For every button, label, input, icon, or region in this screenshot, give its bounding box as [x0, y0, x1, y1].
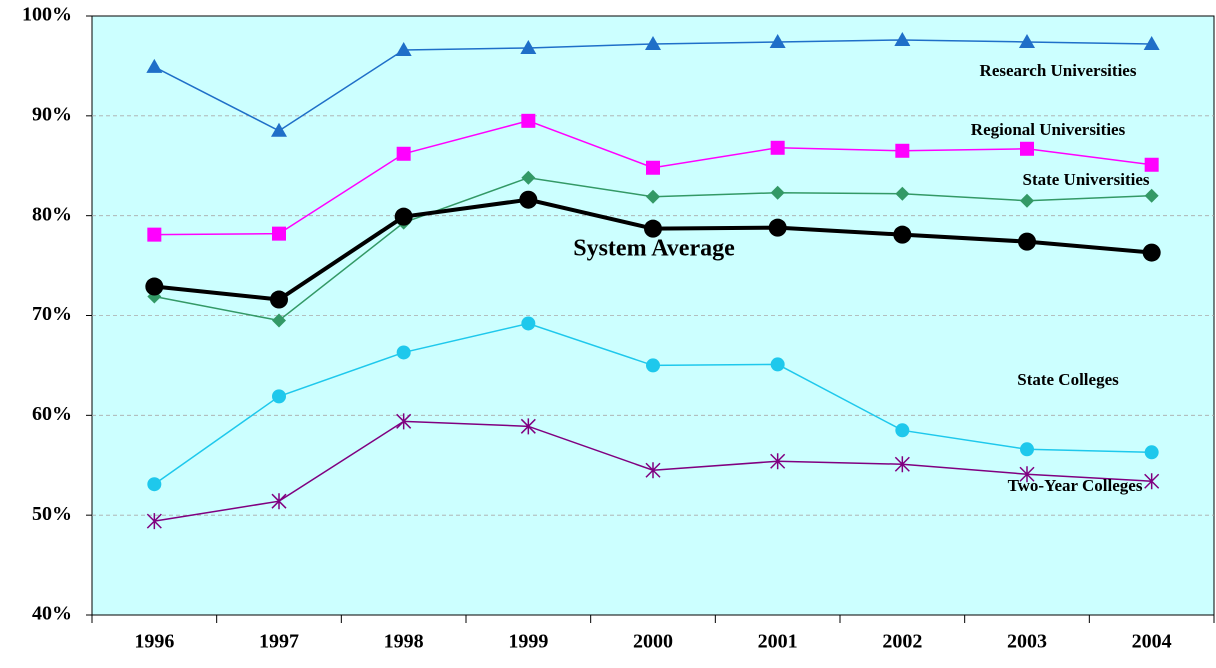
- marker: [146, 58, 163, 73]
- y-tick-label: 60%: [32, 403, 72, 425]
- marker: [646, 358, 660, 373]
- marker: [893, 225, 912, 244]
- series-label: State Universities: [1022, 170, 1149, 189]
- marker: [272, 389, 286, 404]
- marker: [147, 477, 162, 492]
- x-tick-label: 2001: [758, 631, 798, 653]
- marker: [521, 113, 536, 128]
- marker: [1144, 188, 1159, 203]
- marker: [645, 35, 661, 50]
- series-label: System Average: [573, 236, 735, 262]
- marker: [145, 277, 164, 296]
- marker: [272, 313, 286, 328]
- x-tick-label: 1998: [384, 631, 424, 653]
- x-tick-label: 2003: [1007, 631, 1047, 653]
- marker: [394, 207, 413, 226]
- marker: [1144, 445, 1159, 460]
- marker: [519, 190, 538, 209]
- y-tick-label: 90%: [32, 103, 72, 125]
- series-label: Research Universities: [980, 61, 1137, 80]
- series-label: Two-Year Colleges: [1008, 476, 1143, 495]
- marker: [521, 170, 536, 185]
- marker: [1020, 442, 1034, 457]
- marker: [1142, 243, 1161, 262]
- x-tick-label: 2000: [633, 631, 673, 653]
- marker: [894, 31, 911, 46]
- marker: [1143, 35, 1160, 50]
- marker: [396, 413, 412, 430]
- marker: [396, 146, 411, 161]
- marker: [894, 456, 910, 473]
- marker: [1019, 466, 1035, 483]
- marker: [395, 41, 412, 56]
- marker: [146, 513, 162, 530]
- marker: [770, 185, 785, 200]
- marker: [895, 143, 910, 158]
- marker: [645, 462, 661, 479]
- marker: [272, 226, 286, 241]
- marker: [1020, 141, 1034, 156]
- marker: [1144, 157, 1159, 172]
- marker: [521, 316, 536, 331]
- y-tick-label: 80%: [32, 203, 72, 225]
- x-tick-label: 2002: [882, 631, 922, 653]
- marker: [770, 453, 786, 470]
- y-tick-label: 40%: [32, 603, 72, 625]
- y-tick-label: 70%: [32, 303, 72, 325]
- marker: [520, 39, 537, 54]
- marker: [271, 493, 287, 510]
- marker: [147, 227, 162, 242]
- marker: [270, 290, 288, 309]
- marker: [396, 345, 411, 360]
- marker: [770, 357, 785, 372]
- marker: [1020, 193, 1034, 208]
- marker: [1019, 33, 1035, 48]
- marker: [520, 418, 536, 435]
- marker: [1144, 473, 1160, 490]
- series-label: State Colleges: [1017, 370, 1119, 389]
- marker: [1018, 232, 1036, 251]
- marker: [895, 186, 910, 201]
- marker: [768, 218, 787, 237]
- marker: [770, 140, 785, 155]
- marker: [769, 33, 786, 48]
- marker: [646, 160, 660, 175]
- marker: [271, 122, 287, 137]
- marker: [895, 423, 910, 438]
- x-tick-label: 1999: [508, 631, 548, 653]
- y-tick-label: 50%: [32, 503, 72, 525]
- x-tick-label: 1997: [259, 631, 299, 653]
- y-tick-label: 100%: [22, 4, 72, 26]
- x-tick-label: 1996: [134, 631, 174, 653]
- marker: [646, 189, 660, 204]
- x-tick-label: 2004: [1132, 631, 1172, 653]
- marker: [644, 219, 662, 238]
- series-label: Regional Universities: [971, 120, 1126, 139]
